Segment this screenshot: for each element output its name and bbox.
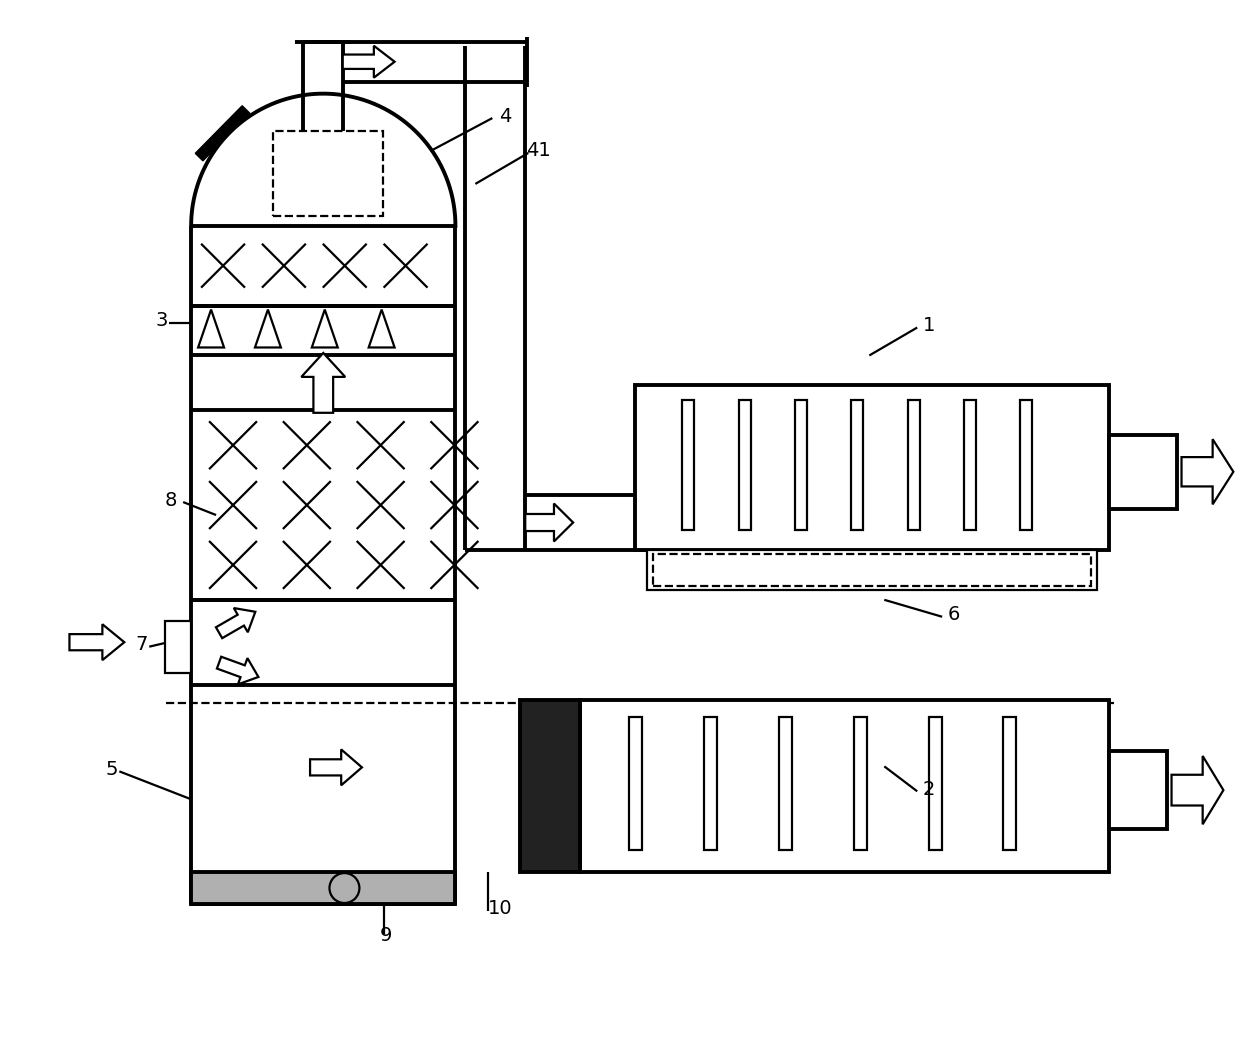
Text: 6: 6 xyxy=(947,606,960,625)
Text: 9: 9 xyxy=(379,926,392,945)
Bar xyxy=(795,400,807,530)
Polygon shape xyxy=(310,749,362,785)
Bar xyxy=(779,717,792,850)
Bar xyxy=(521,699,580,872)
Text: 5: 5 xyxy=(105,760,118,779)
Bar xyxy=(704,717,717,850)
Bar xyxy=(739,400,750,530)
Polygon shape xyxy=(301,353,345,413)
Bar xyxy=(1003,717,1017,850)
Bar xyxy=(165,620,191,673)
Bar xyxy=(273,131,383,216)
Polygon shape xyxy=(196,106,249,160)
Bar xyxy=(635,385,1109,550)
Bar xyxy=(1109,435,1177,509)
Text: 4: 4 xyxy=(500,107,511,126)
Polygon shape xyxy=(526,503,573,541)
Polygon shape xyxy=(342,45,394,78)
Text: 7: 7 xyxy=(135,635,148,654)
Bar xyxy=(854,717,867,850)
Polygon shape xyxy=(216,608,255,638)
Text: 41: 41 xyxy=(526,141,551,160)
Polygon shape xyxy=(1172,756,1224,824)
Bar xyxy=(630,717,642,850)
Bar xyxy=(908,400,920,530)
Bar xyxy=(682,400,694,530)
Bar xyxy=(1021,400,1032,530)
Text: 1: 1 xyxy=(923,316,935,335)
Polygon shape xyxy=(69,625,124,660)
Polygon shape xyxy=(1182,439,1234,504)
Bar xyxy=(852,400,863,530)
Bar xyxy=(191,872,455,904)
Bar xyxy=(580,699,1109,872)
Bar xyxy=(653,554,1091,586)
Bar xyxy=(647,550,1096,590)
Text: 3: 3 xyxy=(155,311,167,330)
Polygon shape xyxy=(217,657,258,685)
Text: 2: 2 xyxy=(923,780,935,799)
Text: 8: 8 xyxy=(165,491,177,510)
Bar xyxy=(1109,751,1167,829)
Text: 10: 10 xyxy=(489,900,512,919)
Bar xyxy=(929,717,941,850)
Bar xyxy=(963,400,976,530)
